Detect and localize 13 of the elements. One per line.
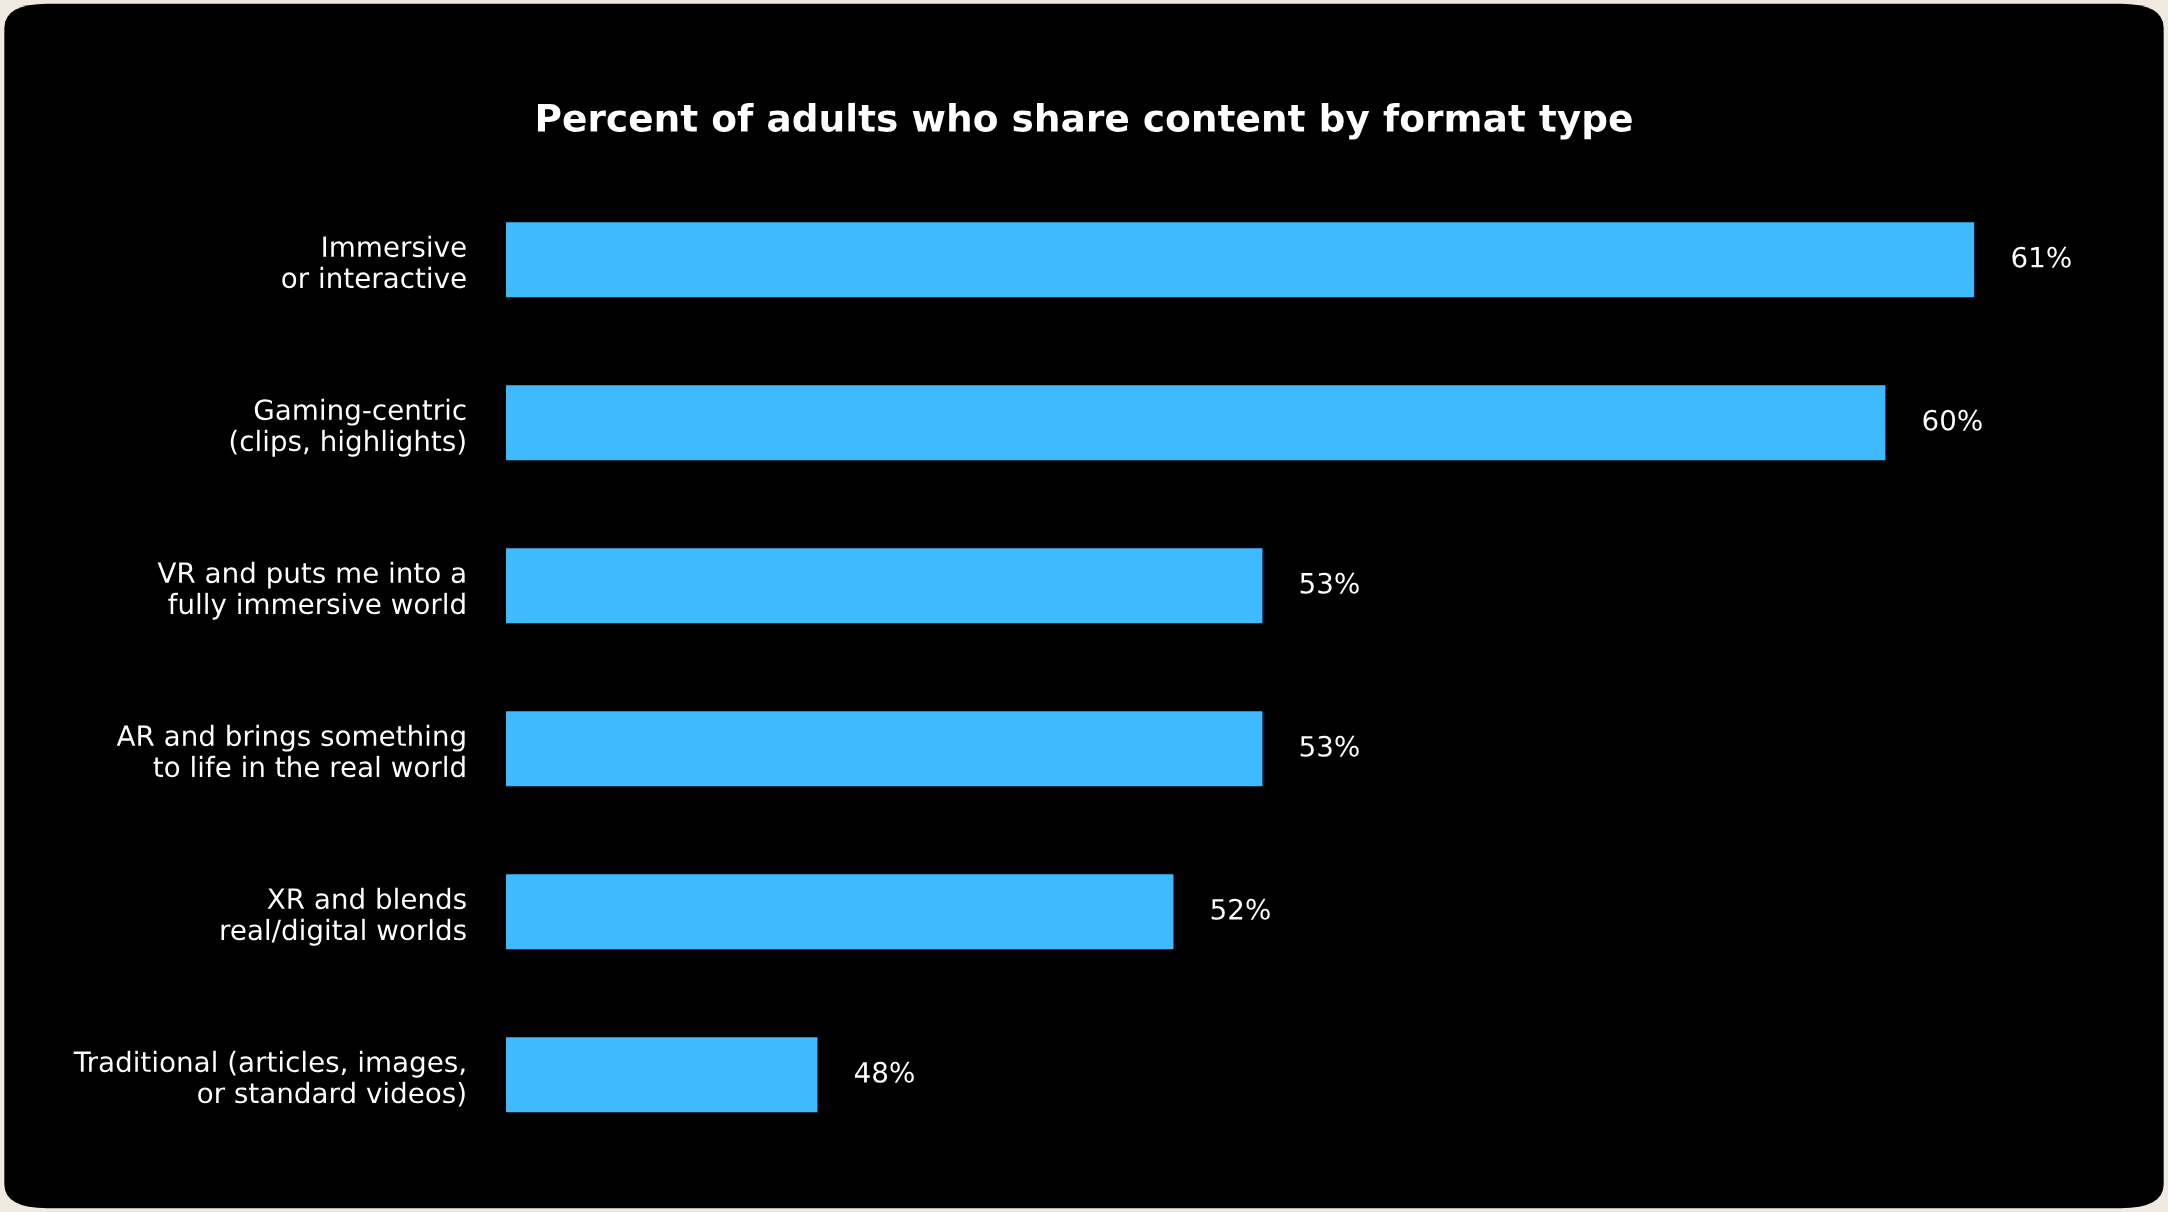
y-tick-label: Traditional (articles, images, or standard videos) — [73, 1050, 465, 1107]
data-label: 48% — [854, 1061, 914, 1083]
data-label: 61% — [2012, 246, 2071, 268]
y-tick-label: VR and puts me into a fully immersive world — [157, 561, 465, 620]
y-tick-label: Immersive or interactive — [282, 235, 466, 289]
data-label: 52% — [1211, 898, 1270, 920]
data-label: 60% — [1923, 409, 1982, 431]
y-tick-label: XR and blends real/digital worlds — [221, 887, 466, 946]
data-label: 53% — [1300, 735, 1359, 757]
chart-title: Percent of adults who share content by format type — [537, 102, 1632, 140]
y-tick-label: AR and brings something to life in the real world — [116, 724, 465, 778]
y-tick-label: Gaming-centric (clips, highlights) — [230, 398, 466, 457]
data-label: 53% — [1300, 572, 1359, 594]
